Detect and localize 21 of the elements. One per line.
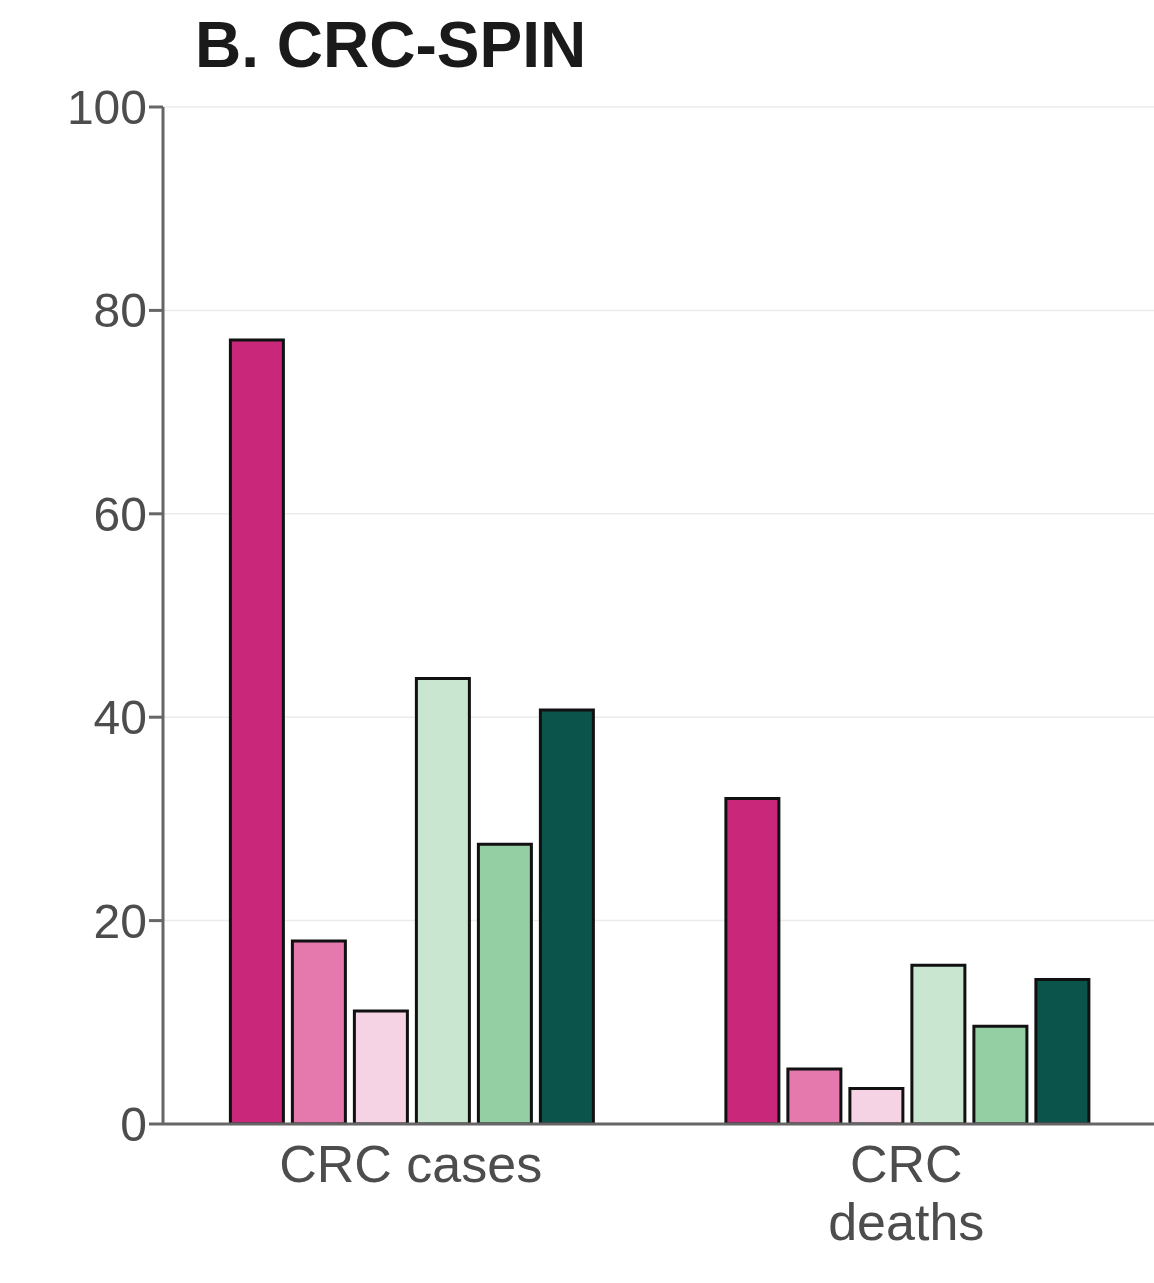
bar <box>352 1009 409 1124</box>
bar <box>910 963 967 1124</box>
bar <box>538 708 595 1124</box>
y-tick-label: 60 <box>93 487 147 541</box>
x-tick-label: CRC deaths <box>828 1135 985 1251</box>
bar <box>972 1024 1029 1124</box>
y-tick-label: 20 <box>93 894 147 948</box>
bar <box>1034 978 1091 1124</box>
bar <box>414 677 471 1124</box>
bar <box>724 797 781 1124</box>
y-tick-label: 100 <box>66 81 147 135</box>
bar <box>848 1086 905 1124</box>
chart-title: B. CRC-SPIN <box>195 8 587 82</box>
bar <box>290 939 347 1124</box>
bar <box>786 1067 843 1124</box>
x-tick-label: CRC cases <box>279 1135 543 1193</box>
bar <box>228 338 285 1124</box>
y-tick-label: 80 <box>93 284 147 338</box>
y-tick-label: 40 <box>93 691 147 745</box>
bar <box>476 842 533 1124</box>
y-tick-label: 0 <box>120 1098 147 1152</box>
